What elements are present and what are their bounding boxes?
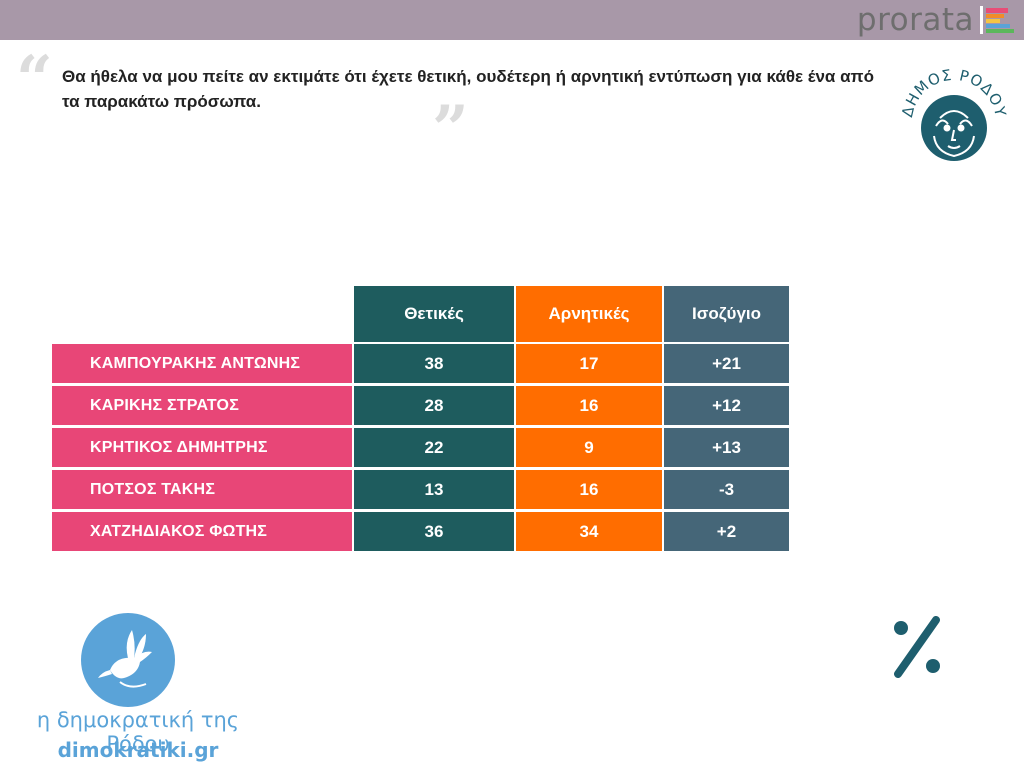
balance-value: +2 bbox=[664, 512, 789, 551]
open-quote-mark: “ bbox=[16, 42, 53, 117]
positive-value: 28 bbox=[354, 386, 514, 425]
candidate-name: ΚΑΜΠΟΥΡΑΚΗΣ ΑΝΤΩΝΗΣ bbox=[52, 344, 352, 383]
candidate-name: ΠΟΤΣΟΣ ΤΑΚΗΣ bbox=[52, 470, 352, 509]
positive-header: Θετικές bbox=[354, 286, 514, 342]
positive-value: 38 bbox=[354, 344, 514, 383]
negative-value: 16 bbox=[516, 386, 662, 425]
footer-publication-name: η δημοκρατική της Ρόδου bbox=[36, 708, 240, 756]
top-bar: prorata bbox=[0, 0, 1024, 40]
positive-value: 13 bbox=[354, 470, 514, 509]
balance-value: +12 bbox=[664, 386, 789, 425]
candidate-name: ΚΑΡΙΚΗΣ ΣΤΡΑΤΟΣ bbox=[52, 386, 352, 425]
balance-value: +21 bbox=[664, 344, 789, 383]
close-quote-mark: ” bbox=[432, 92, 469, 167]
brand-name: prorata bbox=[856, 2, 974, 38]
positive-value: 22 bbox=[354, 428, 514, 467]
negative-value: 17 bbox=[516, 344, 662, 383]
balance-value: +13 bbox=[664, 428, 789, 467]
negative-header: Αρνητικές bbox=[516, 286, 662, 342]
candidate-name: ΧΑΤΖΗΔΙΑΚΟΣ ΦΩΤΗΣ bbox=[52, 512, 352, 551]
candidate-name: ΚΡΗΤΙΚΟΣ ΔΗΜΗΤΡΗΣ bbox=[52, 428, 352, 467]
helios-head-icon bbox=[933, 110, 975, 158]
dove-logo-icon bbox=[81, 613, 175, 707]
negative-value: 16 bbox=[516, 470, 662, 509]
footer-website: dimokratiki.gr bbox=[57, 738, 219, 762]
balance-value: -3 bbox=[664, 470, 789, 509]
prorata-mark-icon bbox=[980, 6, 1014, 34]
positive-value: 36 bbox=[354, 512, 514, 551]
survey-question: Θα ήθελα να μου πείτε αν εκτιμάτε ότι έχ… bbox=[62, 67, 874, 111]
dimos-rodou-logo: ΔΗΜΟΣ ΡΟΔΟΥ bbox=[898, 66, 1009, 161]
negative-value: 9 bbox=[516, 428, 662, 467]
negative-value: 34 bbox=[516, 512, 662, 551]
percent-icon bbox=[894, 616, 940, 678]
balance-header: Ισοζύγιο bbox=[664, 286, 789, 342]
prorata-logo: prorata bbox=[857, 0, 1016, 40]
